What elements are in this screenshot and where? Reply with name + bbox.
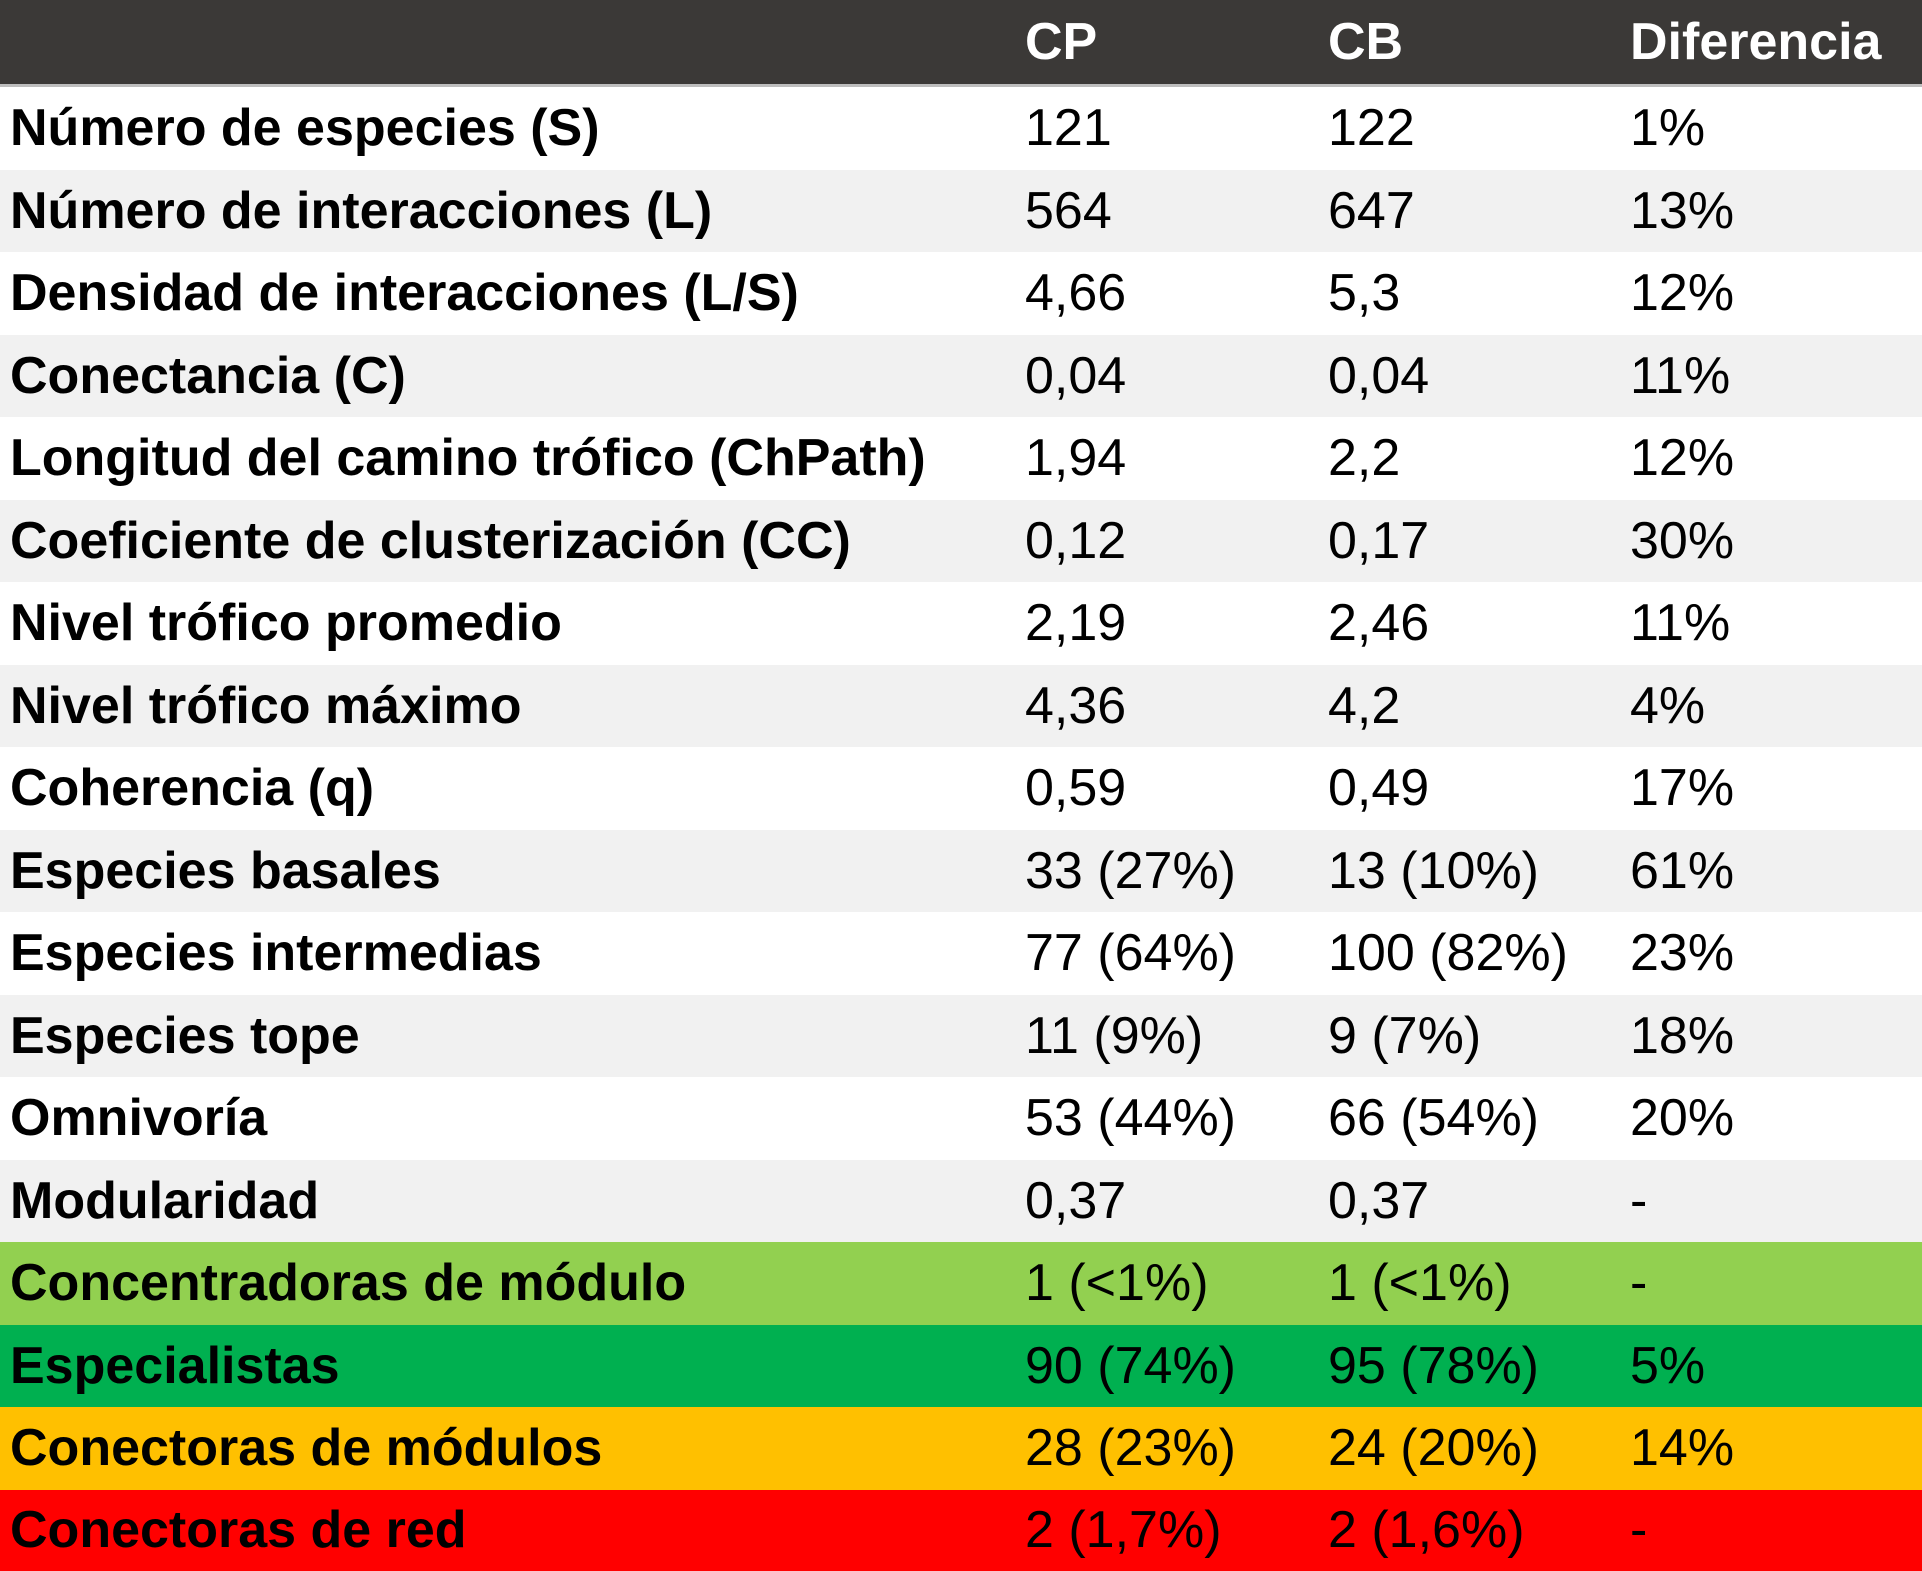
diff-value: 1% <box>1630 99 1706 158</box>
diff-value: 12% <box>1630 264 1735 323</box>
cb-value: 66 (54%) <box>1328 1089 1539 1148</box>
diff-value: 5% <box>1630 1336 1706 1395</box>
cp-value: 0,04 <box>1025 346 1127 405</box>
row-label: Longitud del camino trófico (ChPath) <box>10 429 926 488</box>
cp-value: 1 (<1%) <box>1025 1254 1209 1313</box>
cp-value: 2 (1,7%) <box>1025 1501 1222 1560</box>
row-label: Coeficiente de clusterización (CC) <box>10 511 851 570</box>
cp-value: 77 (64%) <box>1025 924 1236 983</box>
cb-value: 2,46 <box>1328 594 1430 653</box>
diff-value: - <box>1630 1501 1648 1560</box>
diff-value: 61% <box>1630 841 1735 900</box>
row-label: Nivel trófico máximo <box>10 676 522 735</box>
table-row: Coeficiente de clusterización (CC) 0,12 … <box>0 499 1922 582</box>
table-row-especialistas: Especialistas 90 (74%) 95 (78%) 5% <box>0 1324 1922 1407</box>
row-label: Especialistas <box>10 1336 340 1395</box>
diff-value: - <box>1630 1171 1648 1230</box>
cp-value: 0,12 <box>1025 511 1127 570</box>
header-diferencia: Diferencia <box>1630 13 1882 71</box>
cp-value: 564 <box>1025 181 1112 240</box>
cb-value: 100 (82%) <box>1328 924 1568 983</box>
diff-value: 13% <box>1630 181 1735 240</box>
diff-value: 20% <box>1630 1089 1735 1148</box>
table-row-concentradoras: Concentradoras de módulo 1 (<1%) 1 (<1%)… <box>0 1242 1922 1325</box>
row-label: Nivel trófico promedio <box>10 594 562 653</box>
diff-value: - <box>1630 1254 1648 1313</box>
row-label: Especies tope <box>10 1006 360 1065</box>
header-cb: CB <box>1328 13 1404 71</box>
table-row: Especies intermedias 77 (64%) 100 (82%) … <box>0 912 1922 995</box>
diff-value: 18% <box>1630 1006 1735 1065</box>
cp-value: 11 (9%) <box>1025 1006 1204 1065</box>
cb-value: 0,37 <box>1328 1171 1430 1230</box>
row-label: Modularidad <box>10 1171 320 1230</box>
row-label: Especies basales <box>10 841 441 900</box>
cp-value: 0,37 <box>1025 1171 1127 1230</box>
table-row-conectoras-red: Conectoras de red 2 (1,7%) 2 (1,6%) - <box>0 1489 1922 1571</box>
row-label: Especies intermedias <box>10 924 542 983</box>
row-label: Densidad de interacciones (L/S) <box>10 264 799 323</box>
row-label: Conectancia (C) <box>10 346 406 405</box>
cb-value: 2 (1,6%) <box>1328 1501 1525 1560</box>
cp-value: 53 (44%) <box>1025 1089 1236 1148</box>
cb-value: 4,2 <box>1328 676 1401 735</box>
table-row: Especies basales 33 (27%) 13 (10%) 61% <box>0 829 1922 912</box>
cb-value: 95 (78%) <box>1328 1336 1539 1395</box>
diff-value: 11% <box>1630 594 1731 653</box>
diff-value: 4% <box>1630 676 1706 735</box>
cp-value: 28 (23%) <box>1025 1419 1236 1478</box>
row-label: Coherencia (q) <box>10 759 375 818</box>
cp-value: 1,94 <box>1025 429 1127 488</box>
cb-value: 1 (<1%) <box>1328 1254 1512 1313</box>
row-label: Conectoras de módulos <box>10 1419 603 1478</box>
table-row: Coherencia (q) 0,59 0,49 17% <box>0 747 1922 830</box>
table-row: Número de interacciones (L) 564 647 13% <box>0 169 1922 252</box>
cb-value: 122 <box>1328 99 1415 158</box>
table-row: Densidad de interacciones (L/S) 4,66 5,3… <box>0 252 1922 335</box>
cp-value: 90 (74%) <box>1025 1336 1236 1395</box>
diff-value: 12% <box>1630 429 1735 488</box>
table-row: Nivel trófico máximo 4,36 4,2 4% <box>0 664 1922 747</box>
cb-value: 5,3 <box>1328 264 1401 323</box>
table-header-row: CP CB Diferencia <box>0 0 1922 87</box>
cb-value: 2,2 <box>1328 429 1401 488</box>
cb-value: 13 (10%) <box>1328 841 1539 900</box>
cp-value: 0,59 <box>1025 759 1127 818</box>
header-cp: CP <box>1025 13 1098 71</box>
table-row-conectoras-modulos: Conectoras de módulos 28 (23%) 24 (20%) … <box>0 1407 1922 1490</box>
table-row: Especies tope 11 (9%) 9 (7%) 18% <box>0 994 1922 1077</box>
table-row: Modularidad 0,37 0,37 - <box>0 1159 1922 1242</box>
table-row: Longitud del camino trófico (ChPath) 1,9… <box>0 417 1922 500</box>
cb-value: 0,17 <box>1328 511 1430 570</box>
diff-value: 30% <box>1630 511 1735 570</box>
table-row: Número de especies (S) 121 122 1% <box>0 87 1922 170</box>
cp-value: 33 (27%) <box>1025 841 1236 900</box>
diff-value: 14% <box>1630 1419 1735 1478</box>
diff-value: 17% <box>1630 759 1735 818</box>
cb-value: 9 (7%) <box>1328 1006 1482 1065</box>
row-label: Omnivoría <box>10 1089 268 1148</box>
row-label: Concentradoras de módulo <box>10 1254 687 1313</box>
cb-value: 647 <box>1328 181 1415 240</box>
cb-value: 0,49 <box>1328 759 1430 818</box>
row-label: Número de especies (S) <box>10 99 600 158</box>
diff-value: 11% <box>1630 346 1731 405</box>
diff-value: 23% <box>1630 924 1735 983</box>
table-row: Conectancia (C) 0,04 0,04 11% <box>0 334 1922 417</box>
table-row: Omnivoría 53 (44%) 66 (54%) 20% <box>0 1077 1922 1160</box>
cb-value: 0,04 <box>1328 346 1430 405</box>
cp-value: 4,36 <box>1025 676 1127 735</box>
table-row: Nivel trófico promedio 2,19 2,46 11% <box>0 582 1922 665</box>
cp-value: 2,19 <box>1025 594 1127 653</box>
cb-value: 24 (20%) <box>1328 1419 1539 1478</box>
cp-value: 121 <box>1025 99 1112 158</box>
cp-value: 4,66 <box>1025 264 1127 323</box>
row-label: Conectoras de red <box>10 1501 467 1560</box>
row-label: Número de interacciones (L) <box>10 181 713 240</box>
